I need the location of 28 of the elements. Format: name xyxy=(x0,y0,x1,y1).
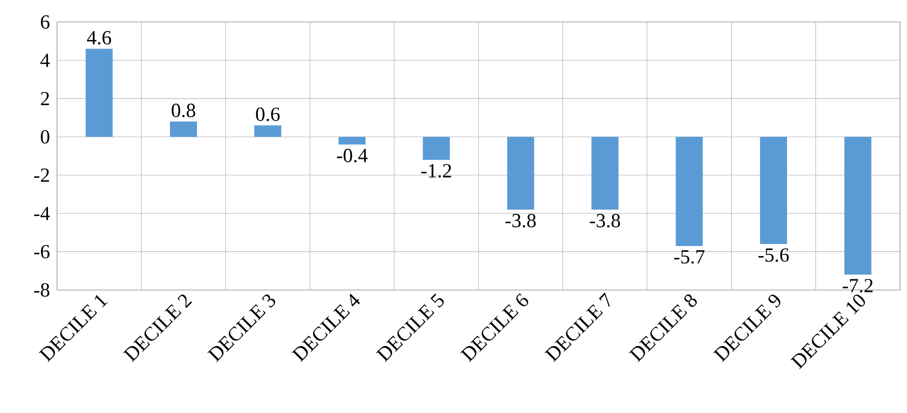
y-tick-label: -2 xyxy=(34,168,49,182)
y-tick-label: -6 xyxy=(34,244,50,258)
y-tick-label: 6 xyxy=(40,15,50,29)
data-label: -7.2 xyxy=(842,278,873,292)
bar xyxy=(676,136,703,246)
bar xyxy=(338,136,366,145)
bar xyxy=(254,125,282,137)
bar xyxy=(507,136,534,210)
data-label: -5.6 xyxy=(758,248,789,262)
y-tick-label: 2 xyxy=(40,92,49,106)
bar xyxy=(86,48,113,137)
data-label: 0.8 xyxy=(172,104,196,118)
bar xyxy=(760,136,788,244)
data-label: -3.8 xyxy=(590,214,620,228)
bar xyxy=(422,136,450,160)
y-tick-label: 4 xyxy=(40,54,50,67)
y-tick-label: 0 xyxy=(40,130,50,144)
data-label: -3.8 xyxy=(506,214,536,228)
y-tick-label: -8 xyxy=(34,283,50,297)
data-label: 4.6 xyxy=(87,31,112,45)
bar xyxy=(170,122,197,137)
bar xyxy=(844,136,872,275)
data-label: -0.4 xyxy=(336,148,368,162)
bar xyxy=(591,136,618,210)
y-tick-label: -4 xyxy=(34,206,50,220)
data-label: 0.6 xyxy=(256,108,280,122)
data-label: -5.7 xyxy=(674,250,704,264)
data-label: -1.2 xyxy=(421,164,452,178)
